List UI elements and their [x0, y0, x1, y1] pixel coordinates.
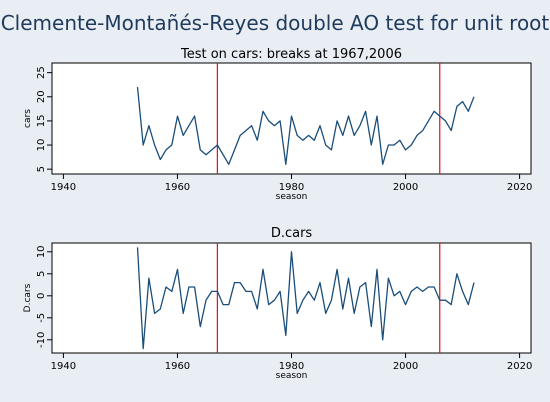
- y-tick-label: 10: [36, 139, 47, 152]
- y-tick-label: 5: [36, 166, 47, 172]
- y-tick-label: 15: [36, 115, 47, 128]
- x-tick-label: 1940: [51, 182, 76, 193]
- x-tick-label: 1980: [279, 361, 304, 372]
- panel-title: D.cars: [271, 226, 313, 241]
- y-tick-label: 10: [36, 245, 47, 258]
- y-axis-label: D.cars: [23, 283, 33, 312]
- y-tick-label: 0: [36, 293, 47, 299]
- x-tick-label: 1940: [51, 361, 76, 372]
- x-tick-label: 2000: [393, 182, 418, 193]
- y-tick-label: -5: [36, 313, 47, 323]
- panel-dcars: D.cars 1940 1960 1980 2000 2020 10 5 0 -5 -10 seaso…: [23, 226, 532, 381]
- x-tick-label: 1980: [279, 182, 304, 193]
- y-axis-label: cars: [23, 109, 33, 128]
- series-line: [136, 87, 475, 165]
- x-tick-label: 2020: [507, 361, 532, 372]
- x-tick-label: 1960: [165, 361, 190, 372]
- figure-title: Clemente-Montañés-Reyes double AO test f…: [1, 11, 550, 35]
- y-tick-label: 20: [36, 90, 47, 103]
- y-tick-label: -10: [36, 332, 47, 348]
- panel-title: Test on cars: breaks at 1967,2006: [180, 47, 402, 62]
- x-tick-label: 2020: [507, 182, 532, 193]
- panel-cars: Test on cars: breaks at 1967,2006 1940 196…: [23, 47, 532, 202]
- x-tick-label: 1960: [165, 182, 190, 193]
- x-axis-label: season: [276, 192, 308, 202]
- x-tick-label: 2000: [393, 361, 418, 372]
- x-axis-label: season: [276, 371, 308, 381]
- y-tick-label: 5: [36, 271, 47, 277]
- series-line: [136, 247, 475, 350]
- y-tick-label: 25: [36, 66, 47, 79]
